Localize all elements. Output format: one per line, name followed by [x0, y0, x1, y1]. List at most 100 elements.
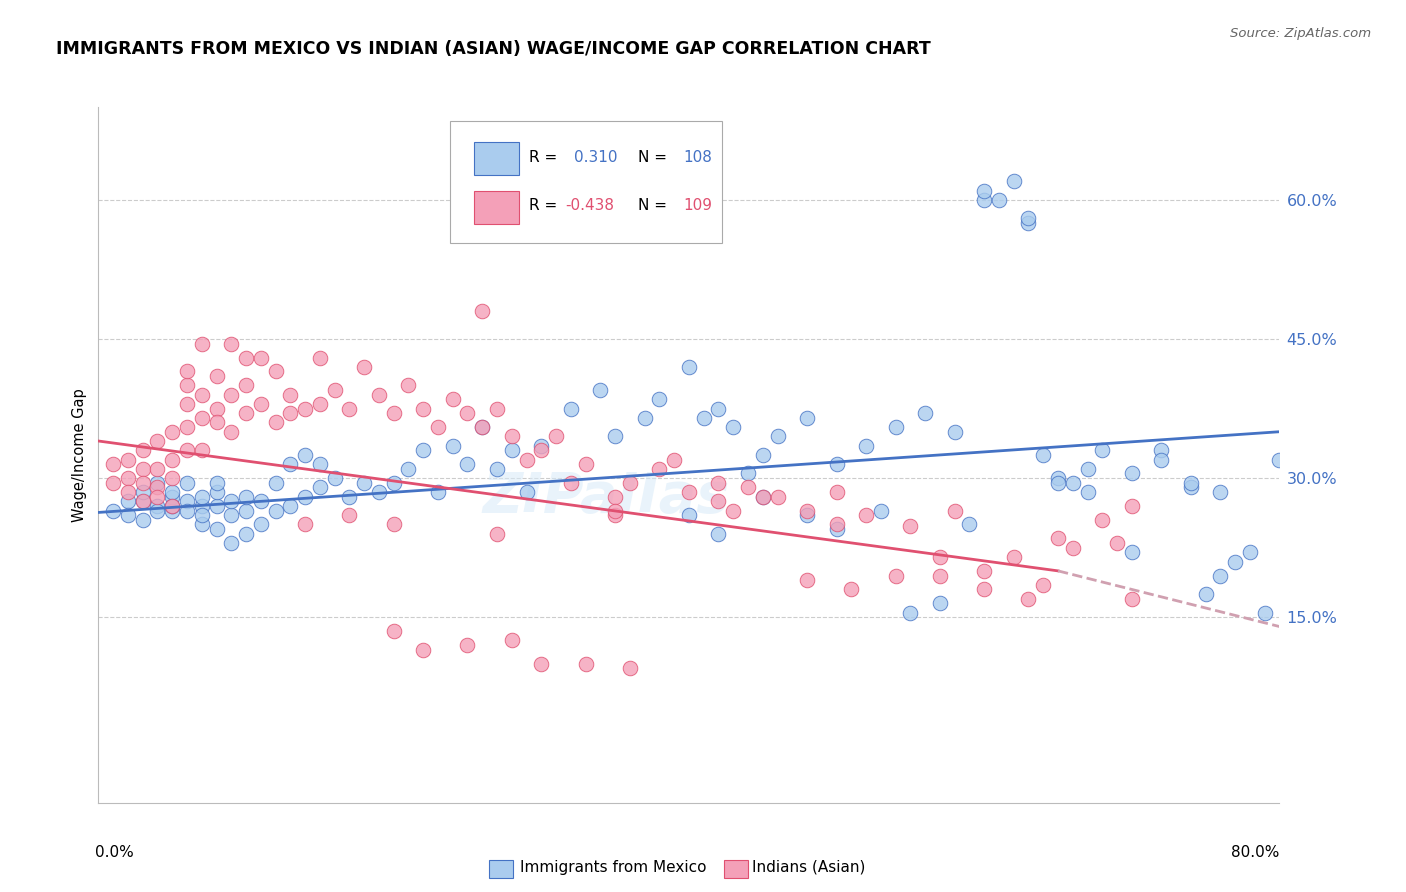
Point: [205, 369, 228, 384]
FancyBboxPatch shape: [474, 191, 519, 224]
Point: [884, 420, 907, 434]
Point: [176, 503, 198, 517]
Point: [678, 485, 700, 500]
Point: [309, 351, 332, 365]
Point: [884, 568, 907, 582]
Point: [1107, 536, 1129, 550]
Point: [1121, 467, 1143, 481]
Point: [530, 439, 553, 453]
Point: [221, 536, 243, 550]
Point: [235, 490, 257, 504]
Point: [309, 397, 332, 411]
Point: [560, 475, 582, 490]
Point: [929, 549, 952, 564]
Point: [752, 490, 775, 504]
Point: [530, 657, 553, 671]
Point: [973, 193, 995, 207]
Point: [117, 494, 139, 508]
Point: [162, 499, 183, 513]
Point: [412, 401, 434, 416]
Point: [205, 475, 228, 490]
Point: [162, 471, 183, 485]
Point: [900, 606, 922, 620]
Point: [382, 517, 405, 532]
Point: [1239, 545, 1261, 559]
Point: [294, 401, 316, 416]
Point: [959, 517, 981, 532]
Point: [648, 392, 671, 407]
Point: [191, 387, 214, 401]
Point: [678, 508, 700, 523]
Point: [205, 485, 228, 500]
Point: [723, 420, 745, 434]
Point: [191, 336, 214, 351]
Point: [929, 596, 952, 610]
Point: [457, 406, 479, 420]
Point: [176, 420, 198, 434]
Point: [605, 429, 627, 443]
Point: [221, 336, 243, 351]
Point: [546, 429, 568, 443]
Point: [1121, 499, 1143, 513]
Point: [1032, 578, 1054, 592]
Point: [1018, 591, 1040, 606]
Point: [1209, 568, 1232, 582]
Point: [235, 406, 257, 420]
Point: [1018, 216, 1040, 230]
Point: [132, 475, 155, 490]
Point: [339, 508, 361, 523]
Point: [117, 471, 139, 485]
Point: [117, 452, 139, 467]
Point: [176, 364, 198, 378]
Point: [235, 526, 257, 541]
Point: [162, 452, 183, 467]
Point: [146, 499, 169, 513]
Point: [132, 513, 155, 527]
Point: [339, 490, 361, 504]
Point: [146, 462, 169, 476]
FancyBboxPatch shape: [474, 142, 519, 175]
Point: [825, 517, 848, 532]
Point: [1195, 587, 1218, 601]
Point: [221, 508, 243, 523]
Point: [605, 490, 627, 504]
Point: [441, 392, 464, 407]
Point: [870, 503, 893, 517]
Point: [619, 661, 641, 675]
Point: [309, 457, 332, 471]
Point: [855, 508, 877, 523]
Point: [1150, 452, 1173, 467]
Point: [250, 397, 273, 411]
Point: [132, 462, 155, 476]
Point: [191, 410, 214, 425]
Point: [516, 452, 538, 467]
Point: [353, 359, 375, 374]
Point: [589, 383, 612, 397]
Point: [973, 564, 995, 578]
Point: [162, 485, 183, 500]
Point: [146, 503, 169, 517]
Point: [205, 522, 228, 536]
Point: [191, 508, 214, 523]
Text: Indians (Asian): Indians (Asian): [752, 860, 866, 874]
FancyBboxPatch shape: [450, 121, 723, 243]
Text: 109: 109: [683, 198, 711, 213]
Point: [1254, 606, 1277, 620]
Y-axis label: Wage/Income Gap: Wage/Income Gap: [72, 388, 87, 522]
Point: [235, 503, 257, 517]
Text: N =: N =: [638, 150, 676, 165]
Point: [250, 351, 273, 365]
Point: [796, 573, 818, 587]
Point: [766, 490, 789, 504]
Point: [471, 420, 494, 434]
Text: 80.0%: 80.0%: [1232, 845, 1279, 860]
Point: [132, 443, 155, 458]
Point: [176, 378, 198, 392]
Point: [471, 420, 494, 434]
Point: [605, 503, 627, 517]
Point: [825, 457, 848, 471]
Point: [146, 434, 169, 448]
Point: [191, 490, 214, 504]
Point: [693, 410, 716, 425]
Point: [176, 443, 198, 458]
